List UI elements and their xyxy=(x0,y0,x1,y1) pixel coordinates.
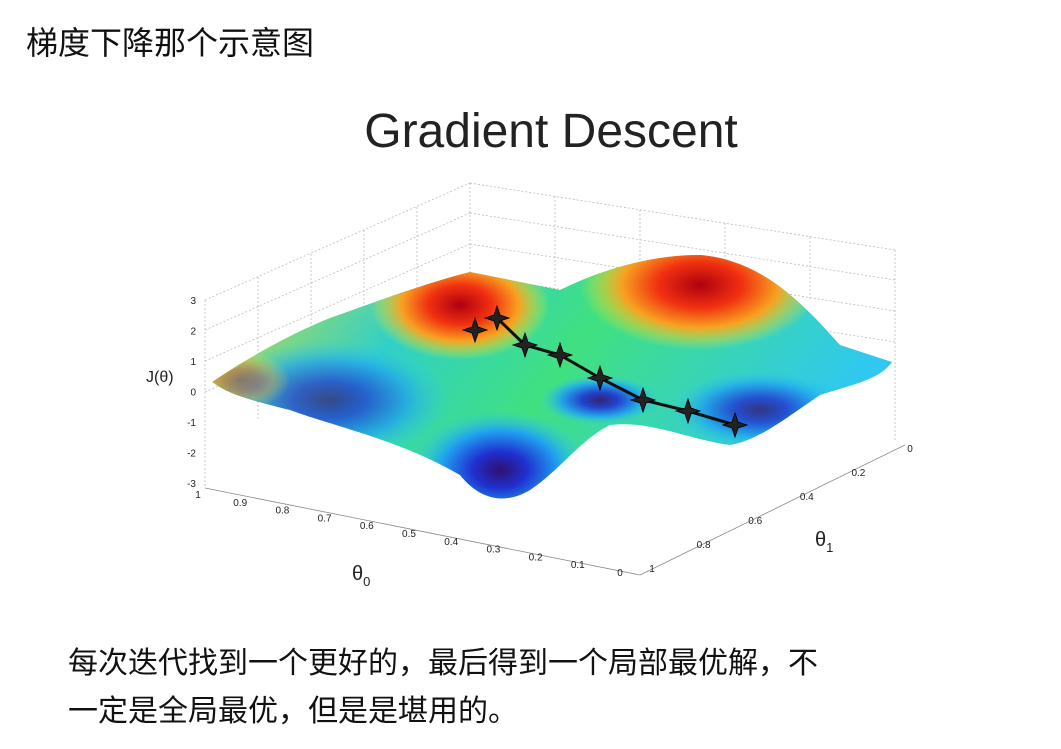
x-tick-label: 0.9 xyxy=(233,498,247,509)
descent-path xyxy=(461,304,749,439)
figure-title: Gradient Descent xyxy=(364,105,738,158)
surface xyxy=(212,255,892,499)
y-tick-label: 0.4 xyxy=(800,492,814,503)
z-tick-label: 0 xyxy=(190,388,196,399)
y-axis-label: θ1 xyxy=(815,529,833,555)
x-tick-label: 0.7 xyxy=(318,513,332,524)
z-axis-label: J(θ) xyxy=(146,369,174,386)
x-tick-label: 0.5 xyxy=(402,529,416,540)
x-tick-label: 0.1 xyxy=(571,560,585,571)
caption-line: 每次迭代找到一个更好的，最后得到一个局部最优解，不 xyxy=(68,646,818,681)
y-tick-label: 1 xyxy=(649,564,655,575)
z-tick-label: 1 xyxy=(190,357,196,368)
z-tick-label: -1 xyxy=(187,418,196,429)
x-tick-label: 0.4 xyxy=(444,537,458,548)
z-tick-label: -3 xyxy=(187,479,196,490)
symbol: θ xyxy=(352,563,363,585)
x-tick-label: 0.3 xyxy=(486,545,500,556)
z-tick-label: 3 xyxy=(190,296,196,307)
caption: 每次迭代找到一个更好的，最后得到一个局部最优解，不 一定是全局最优，但是是堪用的… xyxy=(68,640,818,736)
heading: 梯度下降那个示意图 xyxy=(26,24,315,62)
y-tick-label: 0.2 xyxy=(851,468,865,479)
x-axis-label: θ0 xyxy=(352,563,370,589)
x-tick-label: 1 xyxy=(195,490,201,501)
x-tick-label: 0 xyxy=(617,568,623,579)
subscript: 0 xyxy=(363,574,370,589)
x-tick-label: 0.8 xyxy=(275,506,289,517)
y-tick-label: 0.8 xyxy=(697,540,711,551)
y-tick-label: 0.6 xyxy=(748,516,762,527)
y-tick-label: 0 xyxy=(907,444,913,455)
z-tick-label: 2 xyxy=(190,327,196,338)
z-tick-label: -2 xyxy=(187,449,196,460)
subscript: 1 xyxy=(826,540,833,555)
x-tick-label: 0.2 xyxy=(529,552,543,563)
caption-line: 一定是全局最优，但是是堪用的。 xyxy=(68,694,518,729)
symbol: θ xyxy=(815,529,826,551)
x-tick-label: 0.6 xyxy=(360,521,374,532)
